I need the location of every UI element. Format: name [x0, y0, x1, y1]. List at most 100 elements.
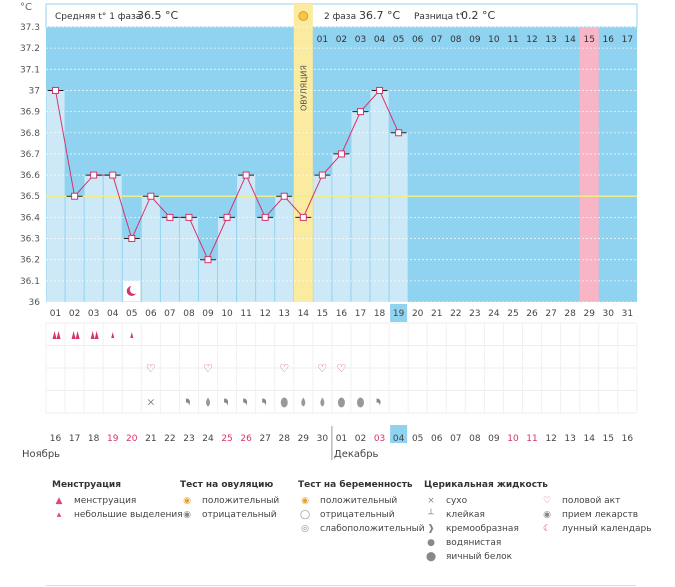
legend-misc: ♡ половой акт ◉ прием лекарств ☾ лунный кал…	[540, 480, 652, 536]
cycle-day-label: 02	[69, 309, 80, 319]
cycle-day-label: 03	[88, 309, 99, 319]
legend-label: лунный календарь	[562, 524, 652, 534]
calendar-date-label: 10	[507, 434, 519, 444]
dry-icon: ×	[427, 496, 435, 506]
phase2-day-label: 17	[622, 35, 633, 45]
phase2-day-cell	[331, 29, 351, 46]
legend-label: менструация	[74, 496, 137, 506]
phase2-day-label: 07	[431, 35, 442, 45]
phase2-label: 2 фаза	[324, 12, 356, 22]
y-tick-label: 36.4	[20, 213, 40, 223]
cycle-day-label: 31	[622, 309, 633, 319]
creamy-icon	[376, 398, 381, 407]
month-label-right: Декабрь	[334, 449, 379, 460]
phase2-value: 36.7 °C	[359, 9, 400, 22]
legend-menstruation: Менструация ▲ менструация ▴ небольшие выде…	[52, 480, 183, 522]
temp-point	[90, 171, 98, 179]
legend-label: половой акт	[562, 496, 621, 506]
legend-title	[540, 480, 652, 490]
temp-point	[318, 171, 326, 179]
watery-icon	[206, 397, 211, 407]
phase2-day-cell	[522, 29, 542, 46]
temp-point	[337, 150, 345, 158]
watery-icon	[301, 397, 306, 407]
cycle-day-label: 21	[431, 309, 442, 319]
calendar-date-label: 24	[202, 434, 214, 444]
calendar-date-label: 27	[259, 434, 270, 444]
calendar-date-label: 23	[183, 434, 194, 444]
phase2-day-cell	[541, 29, 561, 46]
phase2-day-label: 09	[469, 35, 481, 45]
y-tick-label: 36.2	[20, 256, 40, 266]
calendar-date-label: 05	[412, 434, 423, 444]
temp-point	[223, 213, 231, 221]
calendar-date-label: 22	[164, 434, 175, 444]
temp-bar	[275, 196, 294, 302]
current-date-highlight	[390, 425, 408, 443]
y-tick-label: 36.3	[20, 235, 40, 245]
month-label-left: Ноябрь	[22, 449, 60, 460]
phase2-day-cell	[408, 29, 428, 46]
creamy-icon: ❱	[427, 524, 435, 534]
creamy-icon	[262, 398, 267, 407]
phase1-value: 36.5 °C	[137, 9, 178, 22]
cycle-day-label: 23	[469, 309, 480, 319]
legend-label: положительный	[202, 496, 280, 506]
ovulation-sun-icon	[298, 11, 309, 21]
phase2-day-cell	[389, 29, 409, 46]
calendar-date-label: 08	[469, 434, 481, 444]
cycle-day-label: 12	[259, 309, 270, 319]
cycle-day-label: 27	[545, 309, 556, 319]
temp-bar	[198, 259, 218, 302]
cycle-day-label: 15	[317, 309, 328, 319]
phase2-day-cell	[503, 29, 523, 46]
temp-point	[52, 86, 60, 94]
phase2-day-cell	[350, 29, 371, 46]
light-spotting-icon	[130, 332, 134, 338]
temp-bar	[141, 196, 160, 302]
phase2-day-label: 12	[526, 35, 537, 45]
eggwhite-icon	[337, 397, 345, 408]
temp-point	[128, 235, 136, 243]
y-unit: °C	[20, 2, 32, 13]
phase1-label: Средняя t° 1 фаза	[55, 12, 141, 22]
calendar-date-label: 25	[221, 434, 232, 444]
cycle-day-label: 16	[336, 309, 348, 319]
creamy-icon	[243, 398, 248, 407]
calendar-date-label: 02	[355, 434, 366, 444]
y-tick-label: 36.5	[20, 192, 40, 202]
cycle-day-label: 09	[202, 309, 214, 319]
heart-icon: ♡	[203, 362, 213, 375]
moon-icon: ☾	[542, 524, 552, 534]
phase2-day-cell	[312, 29, 332, 46]
temp-point	[185, 213, 193, 221]
phase2-day-label: 14	[564, 35, 576, 45]
temp-point	[147, 192, 155, 200]
cycle-day-label: 18	[374, 309, 386, 319]
y-tick-label: 36.6	[20, 171, 40, 181]
y-tick-label: 36.9	[20, 108, 40, 118]
calendar-date-label: 16	[622, 434, 634, 444]
test-negative-icon: ◉	[183, 510, 191, 520]
legend-title: Тест на беременность	[298, 480, 413, 490]
legend-label: отрицательный	[320, 510, 395, 520]
calendar-date-label: 28	[279, 434, 291, 444]
temp-point	[299, 213, 307, 221]
eggwhite-icon	[280, 397, 288, 408]
cycle-day-label: 28	[564, 309, 576, 319]
legend-title: Церикальная жидкость	[424, 480, 548, 490]
calendar-date-label: 12	[545, 434, 556, 444]
temp-bar	[65, 196, 84, 302]
calendar-date-label: 17	[69, 434, 80, 444]
temp-point	[261, 213, 269, 221]
temp-bar	[103, 175, 122, 302]
legend-label: положительный	[320, 496, 398, 506]
legend-label: сухо	[446, 496, 468, 506]
calendar-date-label: 06	[431, 434, 443, 444]
cycle-day-label: 17	[355, 309, 366, 319]
legend-label: небольшие выделения	[74, 510, 183, 520]
heart-icon: ♡	[146, 362, 156, 375]
phase2-day-label: 02	[336, 35, 347, 45]
legend-label: прием лекарств	[562, 510, 639, 520]
